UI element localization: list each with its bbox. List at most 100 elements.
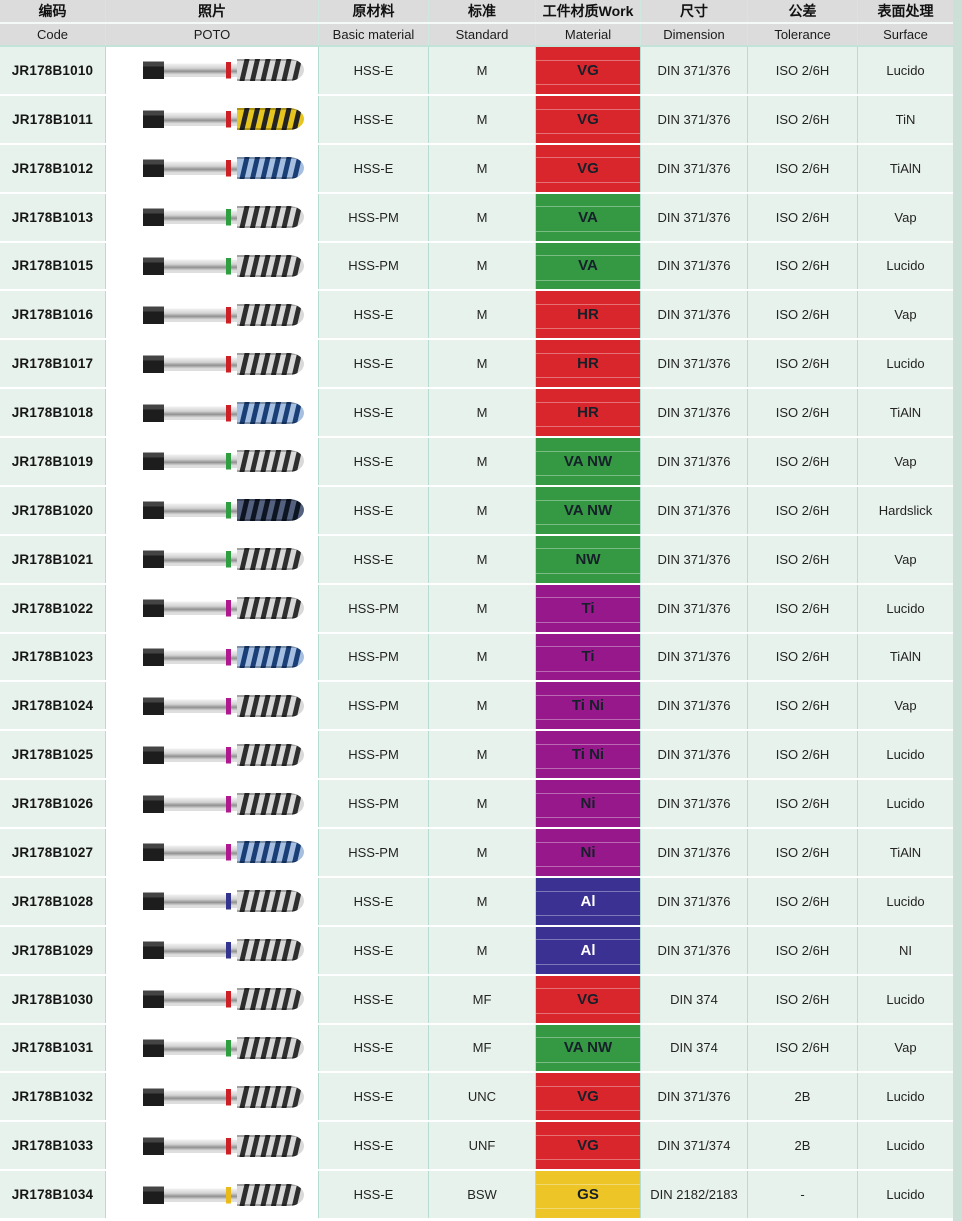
work-cell-divider xyxy=(536,866,640,868)
work-cell-divider xyxy=(536,426,640,428)
basic-material-cell: HSS-E xyxy=(318,486,428,534)
standard-cell: M xyxy=(428,340,535,388)
work-material-label: Ti xyxy=(581,648,595,666)
surface-cell: Lucido xyxy=(857,1073,953,1121)
code-cell: JR178B1034 xyxy=(11,1187,94,1203)
tap-photo-image xyxy=(142,1085,304,1108)
tap-photo-image xyxy=(142,108,304,131)
work-material-cell: Ti xyxy=(535,633,640,681)
work-cell-divider xyxy=(536,84,640,86)
tolerance-cell: ISO 2/6H xyxy=(747,144,857,192)
basic-material-cell: HSS-E xyxy=(318,95,428,143)
work-material-label: VG xyxy=(577,1137,599,1155)
tap-color-ring xyxy=(225,306,231,324)
tap-flutes xyxy=(236,548,304,571)
standard-cell: M xyxy=(428,535,535,583)
basic-material-cell: HSS-E xyxy=(318,975,428,1023)
work-cell-divider xyxy=(536,181,640,183)
tap-flutes xyxy=(236,206,304,229)
tap-photo-image xyxy=(142,988,304,1011)
work-cell-divider xyxy=(536,670,640,672)
tap-photo-cell xyxy=(105,95,318,143)
standard-cell: UNC xyxy=(428,1073,535,1121)
table-row: JR178B1015 HSS-PM M xyxy=(0,242,953,292)
tap-photo-image xyxy=(142,499,304,522)
tap-photo-image xyxy=(142,401,304,424)
header-standard-en: Standard xyxy=(428,24,535,45)
dimension-cell: DIN 371/376 xyxy=(640,926,747,974)
tap-flutes xyxy=(236,939,304,962)
code-cell: JR178B1012 xyxy=(11,160,94,176)
work-material-cell: GS xyxy=(535,1171,640,1218)
work-material-cell: Ti xyxy=(535,584,640,632)
surface-cell: Lucido xyxy=(857,340,953,388)
tap-flutes xyxy=(236,841,304,864)
table-row: JR178B1027 HSS-PM M xyxy=(0,829,953,878)
table-row: JR178B1031 HSS-E MF xyxy=(0,1024,953,1074)
work-material-cell: VA xyxy=(535,242,640,290)
standard-cell: M xyxy=(428,633,535,681)
work-material-cell: Ni xyxy=(535,780,640,827)
header-standard-zh: 标准 xyxy=(428,0,535,22)
work-material-label: VA xyxy=(578,208,598,226)
tap-photo-cell xyxy=(105,926,318,974)
surface-cell: Vap xyxy=(857,1024,953,1072)
header-material-zh: 原材料 xyxy=(318,0,428,22)
tap-photo-cell xyxy=(105,291,318,339)
tap-shank xyxy=(163,308,226,322)
work-cell-divider xyxy=(536,621,640,623)
tap-color-ring xyxy=(225,942,231,959)
dimension-cell: DIN 371/376 xyxy=(640,1073,747,1121)
dimension-cell: DIN 371/376 xyxy=(640,877,747,925)
tap-photo-cell xyxy=(105,1024,318,1072)
tap-photo-cell xyxy=(105,340,318,388)
basic-material-cell: HSS-PM xyxy=(318,193,428,241)
work-material-label: VG xyxy=(577,1088,599,1106)
work-cell-divider xyxy=(536,499,640,501)
work-cell-divider xyxy=(536,1086,640,1088)
tap-color-ring xyxy=(225,111,231,128)
work-cell-divider xyxy=(536,817,640,819)
standard-cell: M xyxy=(428,486,535,534)
surface-cell: Lucido xyxy=(857,1171,953,1218)
tap-photo-cell xyxy=(105,242,318,290)
standard-cell: M xyxy=(428,682,535,730)
tap-color-ring xyxy=(225,648,231,666)
code-cell: JR178B1031 xyxy=(11,1040,94,1056)
work-material-cell: Ti Ni xyxy=(535,682,640,730)
basic-material-cell: HSS-E xyxy=(318,1122,428,1170)
code-cell: JR178B1026 xyxy=(11,796,94,812)
surface-cell: Vap xyxy=(857,535,953,583)
tolerance-cell: ISO 2/6H xyxy=(747,291,857,339)
tap-photo-image xyxy=(142,1036,304,1059)
header-work-zh: 工件材质Work xyxy=(535,0,640,22)
standard-cell: M xyxy=(428,780,535,827)
table-body: JR178B1010 HSS-E M xyxy=(0,47,953,1220)
basic-material-cell: HSS-E xyxy=(318,1073,428,1121)
tap-flutes xyxy=(236,157,304,180)
tap-flutes xyxy=(236,597,304,620)
work-cell-divider xyxy=(536,792,640,794)
work-cell-divider xyxy=(536,939,640,941)
standard-cell: M xyxy=(428,144,535,192)
table-row: JR178B1028 HSS-E M xyxy=(0,877,953,927)
tap-flutes xyxy=(236,743,304,766)
work-material-cell: VA NW xyxy=(535,1024,640,1072)
work-cell-divider xyxy=(536,1183,640,1185)
surface-cell: Vap xyxy=(857,682,953,730)
tap-color-ring xyxy=(225,404,231,422)
right-edge-strip xyxy=(953,0,962,1221)
dimension-cell: DIN 371/376 xyxy=(640,535,747,583)
tap-photo-image xyxy=(142,1134,304,1157)
dimension-cell: DIN 371/376 xyxy=(640,438,747,485)
code-cell: JR178B1023 xyxy=(11,649,94,665)
table-header-zh: 编码 照片 原材料 标准 工件材质Work 尺寸 公差 表面处理 xyxy=(0,0,953,24)
surface-cell: Lucido xyxy=(857,877,953,925)
table-row: JR178B1018 HSS-E M xyxy=(0,389,953,438)
code-cell: JR178B1018 xyxy=(11,405,94,421)
tap-color-ring xyxy=(225,355,231,373)
table-row: JR178B1034 HSS-E BSW xyxy=(0,1171,953,1220)
header-work-en: Material xyxy=(535,24,640,45)
work-cell-divider xyxy=(536,963,640,965)
tap-color-ring xyxy=(225,502,231,519)
